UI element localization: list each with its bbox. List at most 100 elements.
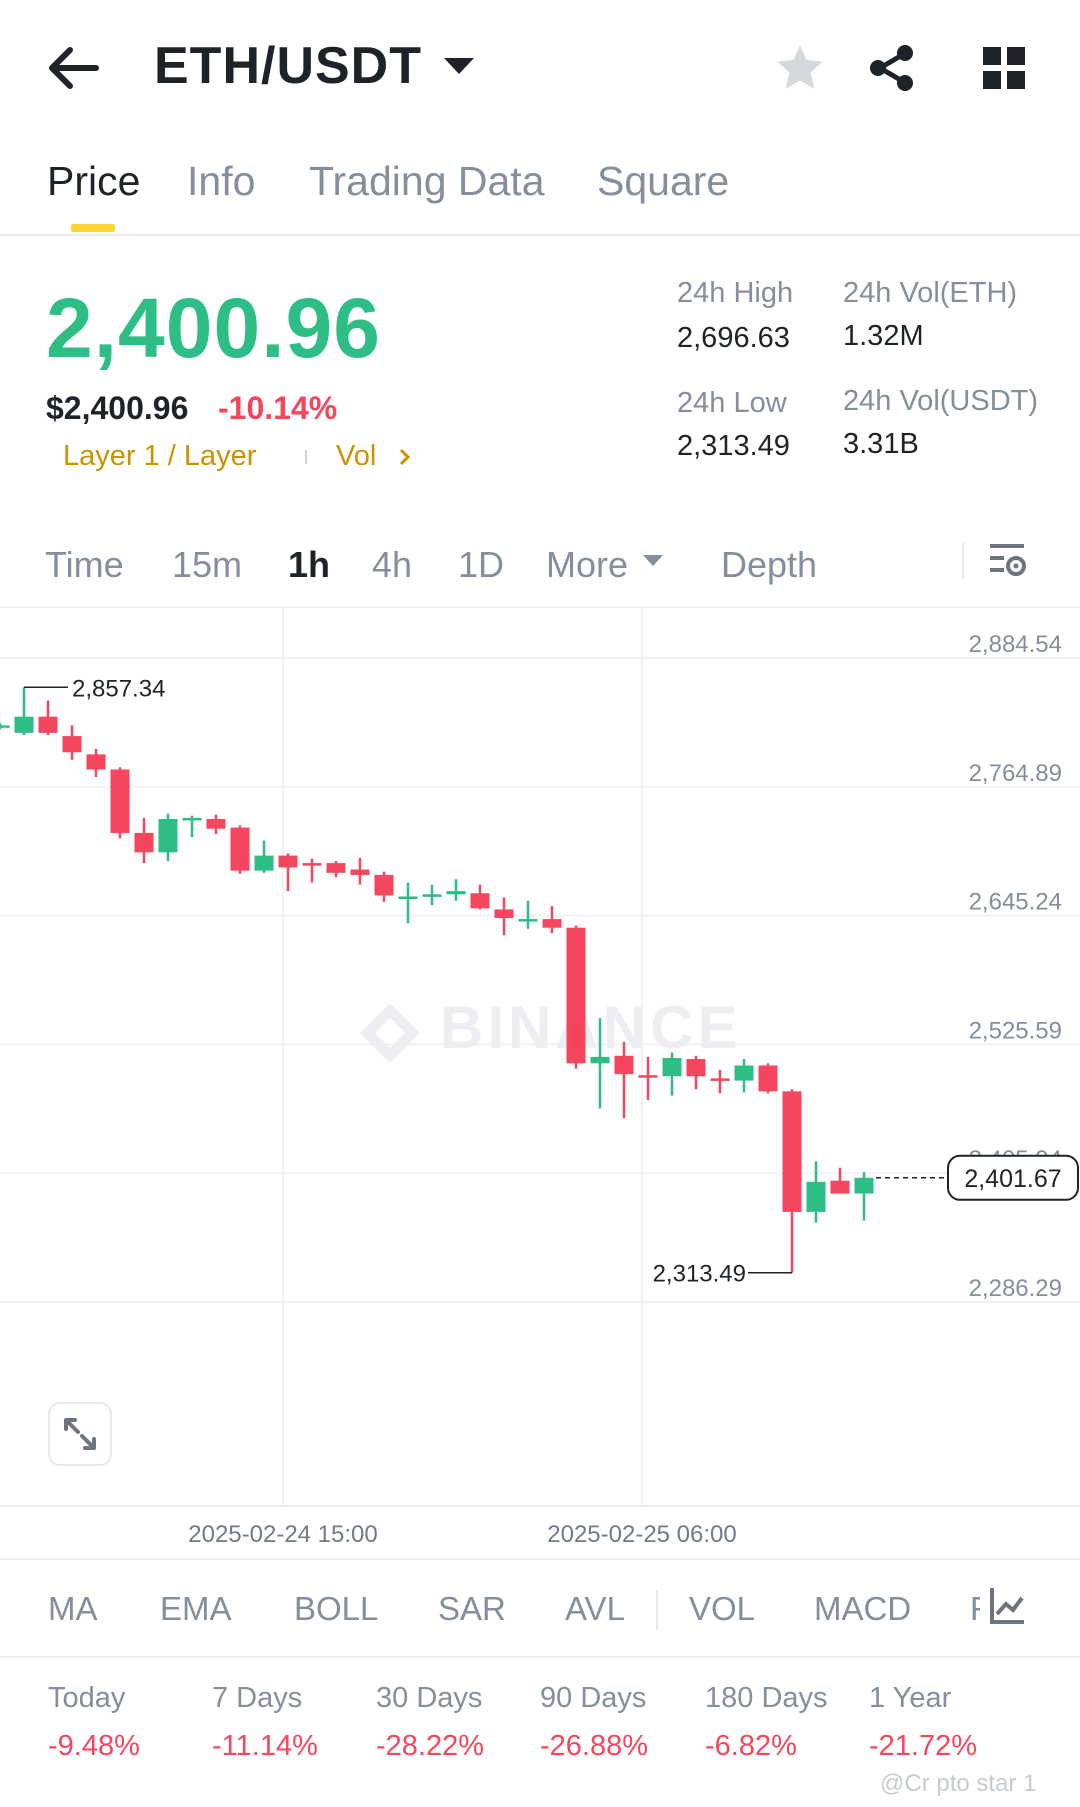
interval-more[interactable]: More xyxy=(546,544,629,585)
candle-body xyxy=(710,1078,730,1081)
perf-90d-value: -26.88% xyxy=(540,1730,649,1762)
indicator-vol[interactable]: VOL xyxy=(689,1590,756,1627)
chart-markers: 2,857.34 2,313.49 2,401.67 xyxy=(24,675,1079,1288)
high-24h-label: 24h High xyxy=(677,277,794,309)
y-tick-label: 2,286.29 xyxy=(969,1275,1062,1302)
candle-body xyxy=(590,1056,610,1064)
high-24h-value: 2,696.63 xyxy=(677,322,790,354)
tab-info[interactable]: Info xyxy=(187,158,256,204)
indicator-boll[interactable]: BOLL xyxy=(294,1590,379,1627)
chart-settings-icon[interactable] xyxy=(988,538,1028,582)
candlestick-chart[interactable]: BINANCE 2,884.54 2,764.89 2,645.24 2,525.59… xyxy=(0,608,1080,1558)
candle-body xyxy=(662,1057,682,1077)
vol-eth-value: 1.32M xyxy=(843,320,924,352)
candle-body xyxy=(806,1181,826,1212)
candle-body xyxy=(302,863,322,866)
candle-body xyxy=(758,1065,778,1092)
interval-1h[interactable]: 1h xyxy=(288,544,331,585)
perf-90d-label: 90 Days xyxy=(540,1682,647,1714)
expand-icon xyxy=(64,1418,96,1450)
chevron-right-icon xyxy=(400,449,411,466)
indicator-sar[interactable]: SAR xyxy=(438,1590,506,1627)
main-tabs: Price Info Trading Data Square xyxy=(0,140,1080,236)
candle-body xyxy=(110,769,130,833)
candle-body xyxy=(470,893,490,909)
vol-usdt-label: 24h Vol(USDT) xyxy=(843,385,1039,417)
interval-bar: Time 15m 1h 4h 1D More Depth xyxy=(0,520,1080,608)
tab-price[interactable]: Price xyxy=(47,158,141,204)
candle-body xyxy=(518,919,538,922)
perf-30d-label: 30 Days xyxy=(376,1682,483,1714)
expand-chart-button[interactable] xyxy=(48,1402,112,1466)
y-tick-label: 2,764.89 xyxy=(969,760,1062,787)
indicator-settings-icon[interactable] xyxy=(988,1584,1028,1628)
candle-body xyxy=(782,1091,802,1212)
candle-body xyxy=(566,927,586,1064)
candle-body xyxy=(854,1177,874,1194)
indicator-macd[interactable]: MACD xyxy=(814,1590,912,1627)
low-24h-value: 2,313.49 xyxy=(677,430,790,462)
indicator-divider xyxy=(656,1590,658,1630)
candle-body xyxy=(494,909,514,919)
candle-body xyxy=(446,891,466,895)
depth-tab[interactable]: Depth xyxy=(721,544,818,585)
x-tick-label: 2025-02-24 15:00 xyxy=(188,1521,378,1548)
binance-watermark: BINANCE xyxy=(440,994,741,1061)
tag-divider xyxy=(305,450,307,464)
interval-time[interactable]: Time xyxy=(45,544,124,585)
indicator-ma[interactable]: MA xyxy=(48,1590,98,1627)
indicator-bar: MA EMA BOLL SAR AVL VOL MACD R xyxy=(0,1558,1080,1658)
indicator-ema[interactable]: EMA xyxy=(160,1590,232,1627)
interval-divider xyxy=(962,543,964,579)
perf-1y-label: 1 Year xyxy=(869,1682,952,1714)
y-tick-label: 2,645.24 xyxy=(969,889,1062,916)
current-price-badge xyxy=(947,1154,1079,1201)
grid-icon[interactable] xyxy=(976,40,1032,96)
perf-7d-label: 7 Days xyxy=(212,1682,303,1714)
pair-selector[interactable]: ETH/USDT xyxy=(154,36,474,96)
caret-down-icon xyxy=(444,58,474,74)
interval-4h[interactable]: 4h xyxy=(372,544,413,585)
binance-logo-icon xyxy=(360,1003,420,1063)
tag-vol[interactable]: Vol xyxy=(336,440,412,473)
candle-body xyxy=(0,725,10,728)
candle-body xyxy=(734,1065,754,1081)
tag-vol-label: Vol xyxy=(336,440,377,472)
last-price: 2,400.96 xyxy=(46,281,381,375)
candle-body xyxy=(278,855,298,868)
y-tick-label: 2,525.59 xyxy=(969,1017,1062,1044)
candle-body xyxy=(158,818,178,853)
indicator-rsi[interactable]: R xyxy=(970,1590,980,1628)
perf-today-label: Today xyxy=(48,1682,126,1714)
perf-7d-value: -11.14% xyxy=(212,1730,318,1762)
candles-group xyxy=(0,687,874,1273)
low-24h-label: 24h Low xyxy=(677,387,787,419)
candle-body xyxy=(134,832,154,853)
star-icon[interactable] xyxy=(772,40,828,96)
candle-body xyxy=(614,1055,634,1075)
usd-price: $2,400.96 xyxy=(46,390,189,426)
candle-body xyxy=(686,1059,706,1077)
interval-15m[interactable]: 15m xyxy=(172,544,243,585)
high-marker-label: 2,857.34 xyxy=(72,675,165,702)
tab-trading-data[interactable]: Trading Data xyxy=(309,158,545,204)
share-icon[interactable] xyxy=(864,40,920,96)
candle-body xyxy=(62,736,82,753)
interval-1d[interactable]: 1D xyxy=(458,544,505,585)
y-tick-label: 2,884.54 xyxy=(969,631,1062,658)
tag-layer[interactable]: Layer 1 / Layer xyxy=(63,440,257,472)
x-tick-label: 2025-02-25 06:00 xyxy=(547,1521,737,1548)
vol-usdt-value: 3.31B xyxy=(843,428,919,460)
vol-eth-label: 24h Vol(ETH) xyxy=(843,277,1018,309)
chart-grid xyxy=(0,608,1080,1507)
candle-body xyxy=(326,863,346,873)
candle-body xyxy=(254,855,274,871)
indicator-avl[interactable]: AVL xyxy=(565,1590,625,1627)
price-axis: 2,884.542,764.892,645.242,525.592,405.94… xyxy=(969,631,1062,1302)
candle-body xyxy=(374,874,394,896)
candle-body xyxy=(830,1180,850,1194)
candle-body xyxy=(86,754,106,770)
tab-square[interactable]: Square xyxy=(597,158,730,204)
candle-body xyxy=(638,1075,658,1078)
back-arrow-icon[interactable] xyxy=(44,40,104,96)
